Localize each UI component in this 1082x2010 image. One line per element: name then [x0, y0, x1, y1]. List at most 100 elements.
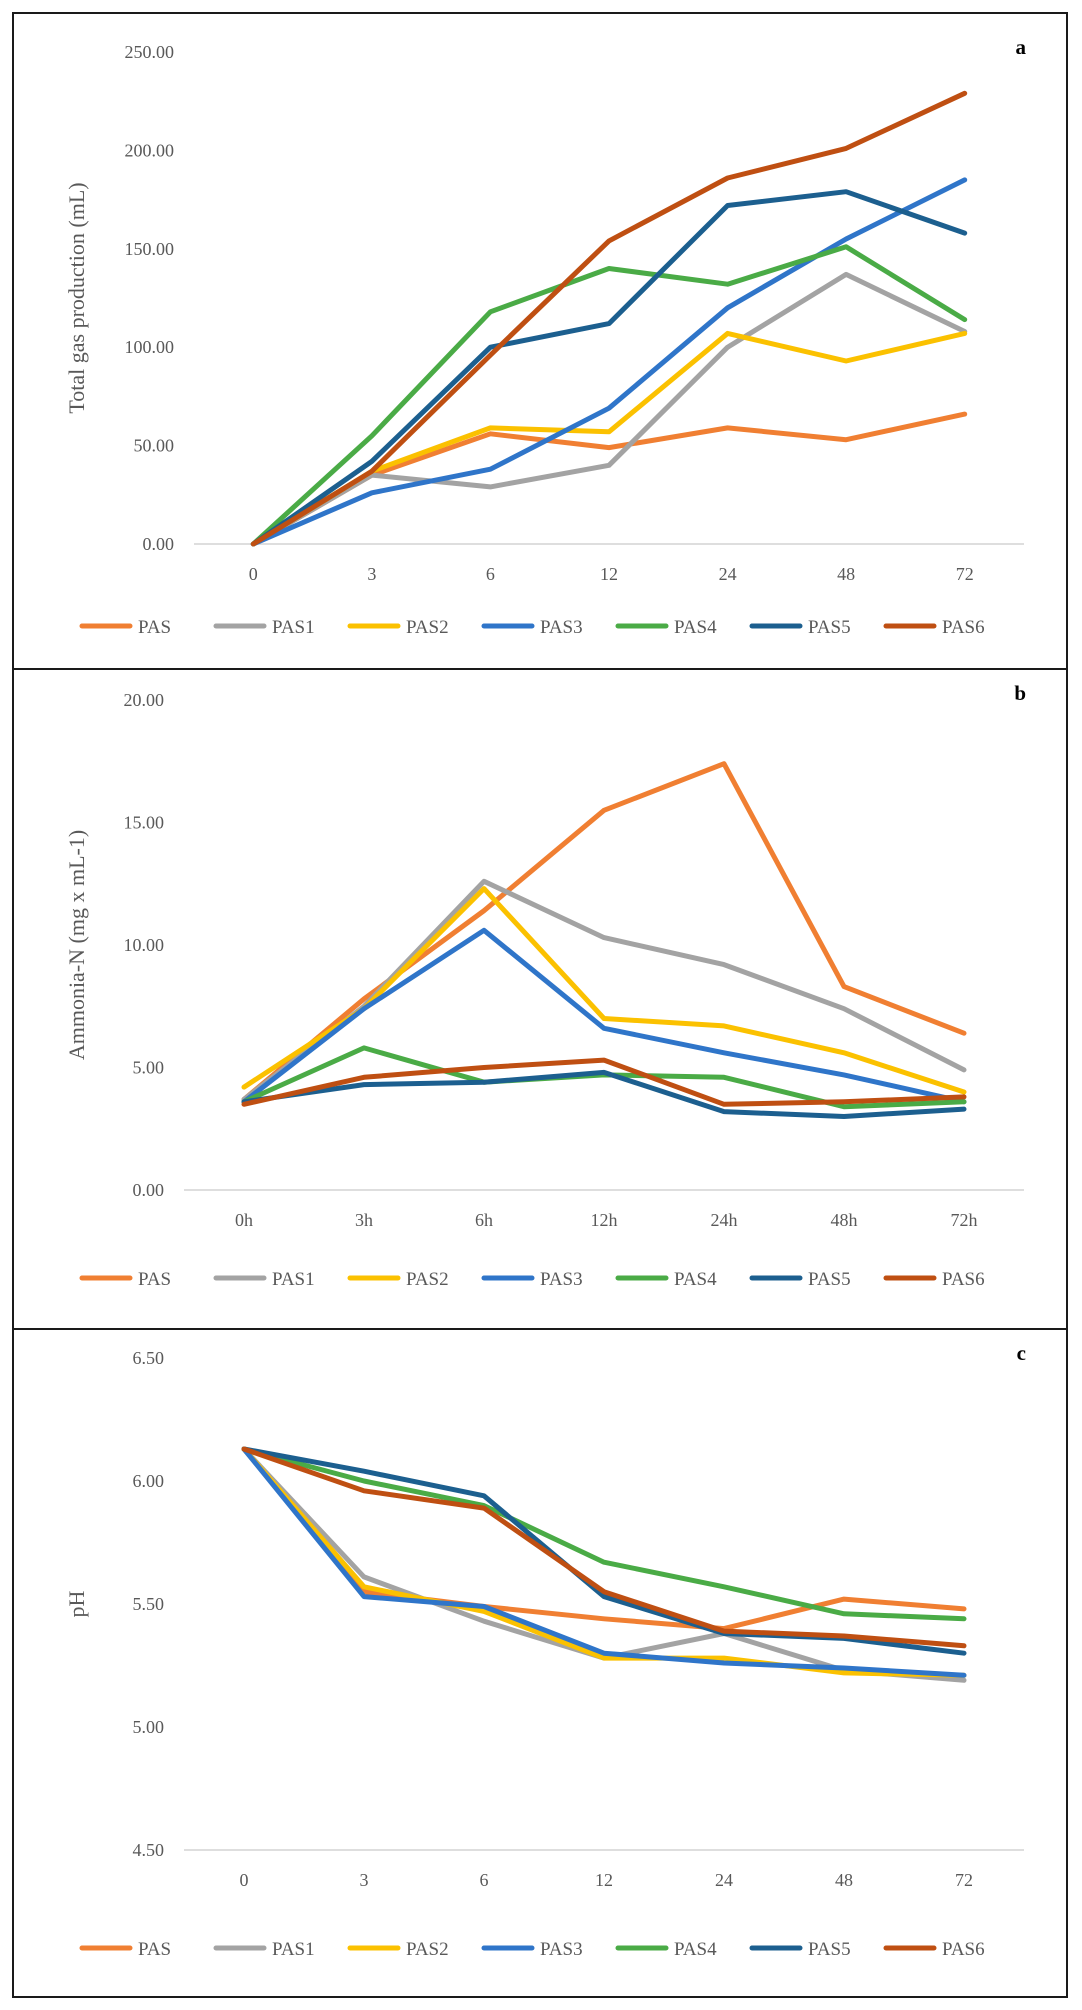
x-tick-label: 0h: [235, 1210, 253, 1230]
y-tick-label: 0.00: [133, 1180, 165, 1200]
legend-label: PAS5: [808, 1269, 851, 1290]
figure-frame: a 0.00 50.00 100.00 150.00 200.00 250.00 0 3 6 12 2…: [12, 12, 1068, 1998]
legend-label: PAS3: [540, 617, 583, 638]
legend-label: PAS6: [942, 1939, 985, 1960]
y-tick-label: 15.00: [124, 813, 165, 833]
legend-item-pas6: PAS6: [883, 617, 985, 638]
x-tick-label: 48h: [831, 1210, 858, 1230]
series-line-pas6: [241, 1057, 967, 1107]
x-tick-label: 6: [480, 1870, 489, 1890]
series-line-pas6: [250, 90, 968, 547]
y-tick-label: 4.50: [133, 1840, 165, 1860]
panel-label: b: [1014, 681, 1026, 705]
panel-label: a: [1016, 35, 1027, 59]
x-tick-label: 24: [715, 1870, 733, 1890]
panel-b-ammonia: b 0.00 5.00 10.00 15.00 20.00 0h 3h 6h 12h 24h 48h 7…: [14, 670, 1066, 1328]
legend-item-pas2: PAS2: [347, 617, 449, 638]
panel-c-ph: c 4.50 5.00 5.50 6.00 6.50 0 3 6 12 24 48 72 pH PAS PAS…: [14, 1330, 1066, 1996]
panel-divider: [14, 668, 1066, 670]
y-tick-label: 5.00: [133, 1058, 165, 1078]
x-tick-label: 12: [595, 1870, 613, 1890]
x-tick-label: 48: [835, 1870, 853, 1890]
y-tick-label: 100.00: [125, 337, 175, 357]
legend-label: PAS2: [406, 617, 449, 638]
legend-label: PAS3: [540, 1269, 583, 1290]
x-tick-label: 3: [360, 1870, 369, 1890]
panel-divider: [14, 1328, 1066, 1330]
legend-label: PAS4: [674, 617, 717, 638]
y-tick-label: 5.00: [133, 1717, 165, 1737]
y-axis-title: Ammonia-N (mg x mL-1): [64, 830, 89, 1060]
x-tick-label: 12: [600, 564, 618, 584]
legend-label: PAS2: [406, 1269, 449, 1290]
series-line-pas4: [250, 244, 968, 547]
chart-b: b 0.00 5.00 10.00 15.00 20.00 0h 3h 6h 12h 24h 48h 7…: [64, 681, 1026, 1290]
legend-item-pas5: PAS5: [749, 1939, 851, 1960]
y-tick-label: 6.50: [133, 1348, 165, 1368]
panel-a-total-gas: a 0.00 50.00 100.00 150.00 200.00 250.00 0 3 6 12 2…: [14, 14, 1066, 668]
y-tick-label: 20.00: [124, 690, 165, 710]
legend-label: PAS1: [272, 617, 315, 638]
x-tick-label: 48: [837, 564, 855, 584]
y-axis-title: pH: [64, 1590, 89, 1617]
y-axis-title: Total gas production (mL): [64, 182, 89, 413]
legend-item-pas4: PAS4: [615, 1269, 717, 1290]
x-tick-label: 72: [956, 564, 974, 584]
legend-label: PAS6: [942, 617, 985, 638]
legend-label: PAS5: [808, 1939, 851, 1960]
series-line-pas5: [241, 1069, 967, 1119]
legend-label: PAS1: [272, 1269, 315, 1290]
x-tick-label: 0: [240, 1870, 249, 1890]
legend-item-pas4: PAS4: [615, 617, 717, 638]
legend-item-pas3: PAS3: [481, 1269, 583, 1290]
legend-item-pas: PAS: [79, 617, 171, 638]
legend-label: PAS4: [674, 1939, 717, 1960]
legend-item-pas6: PAS6: [883, 1269, 985, 1290]
panel-label: c: [1017, 1341, 1026, 1365]
series-line-pas6: [241, 1446, 967, 1649]
series-line-pas3: [241, 927, 967, 1105]
legend-label: PAS1: [272, 1939, 315, 1960]
series-line-pas3: [250, 177, 968, 547]
x-tick-label: 6h: [475, 1210, 493, 1230]
x-tick-label: 0: [249, 564, 258, 584]
series-line-pas2: [241, 1446, 967, 1678]
legend-label: PAS6: [942, 1269, 985, 1290]
legend-item-pas1: PAS1: [213, 1939, 315, 1960]
legend-label: PAS2: [406, 1939, 449, 1960]
y-tick-label: 200.00: [125, 140, 175, 160]
legend-item-pas3: PAS3: [481, 1939, 583, 1960]
y-tick-label: 250.00: [125, 42, 175, 62]
legend-item-pas3: PAS3: [481, 617, 583, 638]
legend-label: PAS5: [808, 617, 851, 638]
legend-item-pas4: PAS4: [615, 1939, 717, 1960]
y-tick-label: 5.50: [133, 1594, 165, 1614]
x-tick-label: 72: [955, 1870, 973, 1890]
y-tick-label: 50.00: [134, 436, 175, 456]
y-tick-label: 10.00: [124, 935, 165, 955]
legend-item-pas6: PAS6: [883, 1939, 985, 1960]
x-tick-label: 72h: [951, 1210, 978, 1230]
legend-item-pas5: PAS5: [749, 617, 851, 638]
legend-item-pas5: PAS5: [749, 1269, 851, 1290]
x-tick-label: 24h: [711, 1210, 738, 1230]
series-line-pas: [241, 1446, 967, 1632]
series-line-pas3: [241, 1446, 967, 1678]
legend-label: PAS: [138, 617, 171, 638]
series-line-pas5: [250, 189, 968, 547]
y-tick-label: 150.00: [125, 239, 175, 259]
chart-a: a 0.00 50.00 100.00 150.00 200.00 250.00 0 3 6 12 2…: [64, 35, 1027, 638]
x-tick-label: 6: [486, 564, 495, 584]
y-tick-label: 0.00: [143, 534, 175, 554]
chart-c: c 4.50 5.00 5.50 6.00 6.50 0 3 6 12 24 48 72 pH PAS PAS…: [64, 1341, 1026, 1960]
x-tick-label: 12h: [591, 1210, 618, 1230]
x-tick-label: 3h: [355, 1210, 373, 1230]
series-line-pas4: [241, 1446, 967, 1622]
legend-label: PAS3: [540, 1939, 583, 1960]
legend-label: PAS: [138, 1269, 171, 1290]
legend-item-pas1: PAS1: [213, 1269, 315, 1290]
legend-label: PAS4: [674, 1269, 717, 1290]
series-line-pas1: [250, 271, 968, 547]
legend-item-pas1: PAS1: [213, 617, 315, 638]
x-tick-label: 24: [719, 564, 737, 584]
